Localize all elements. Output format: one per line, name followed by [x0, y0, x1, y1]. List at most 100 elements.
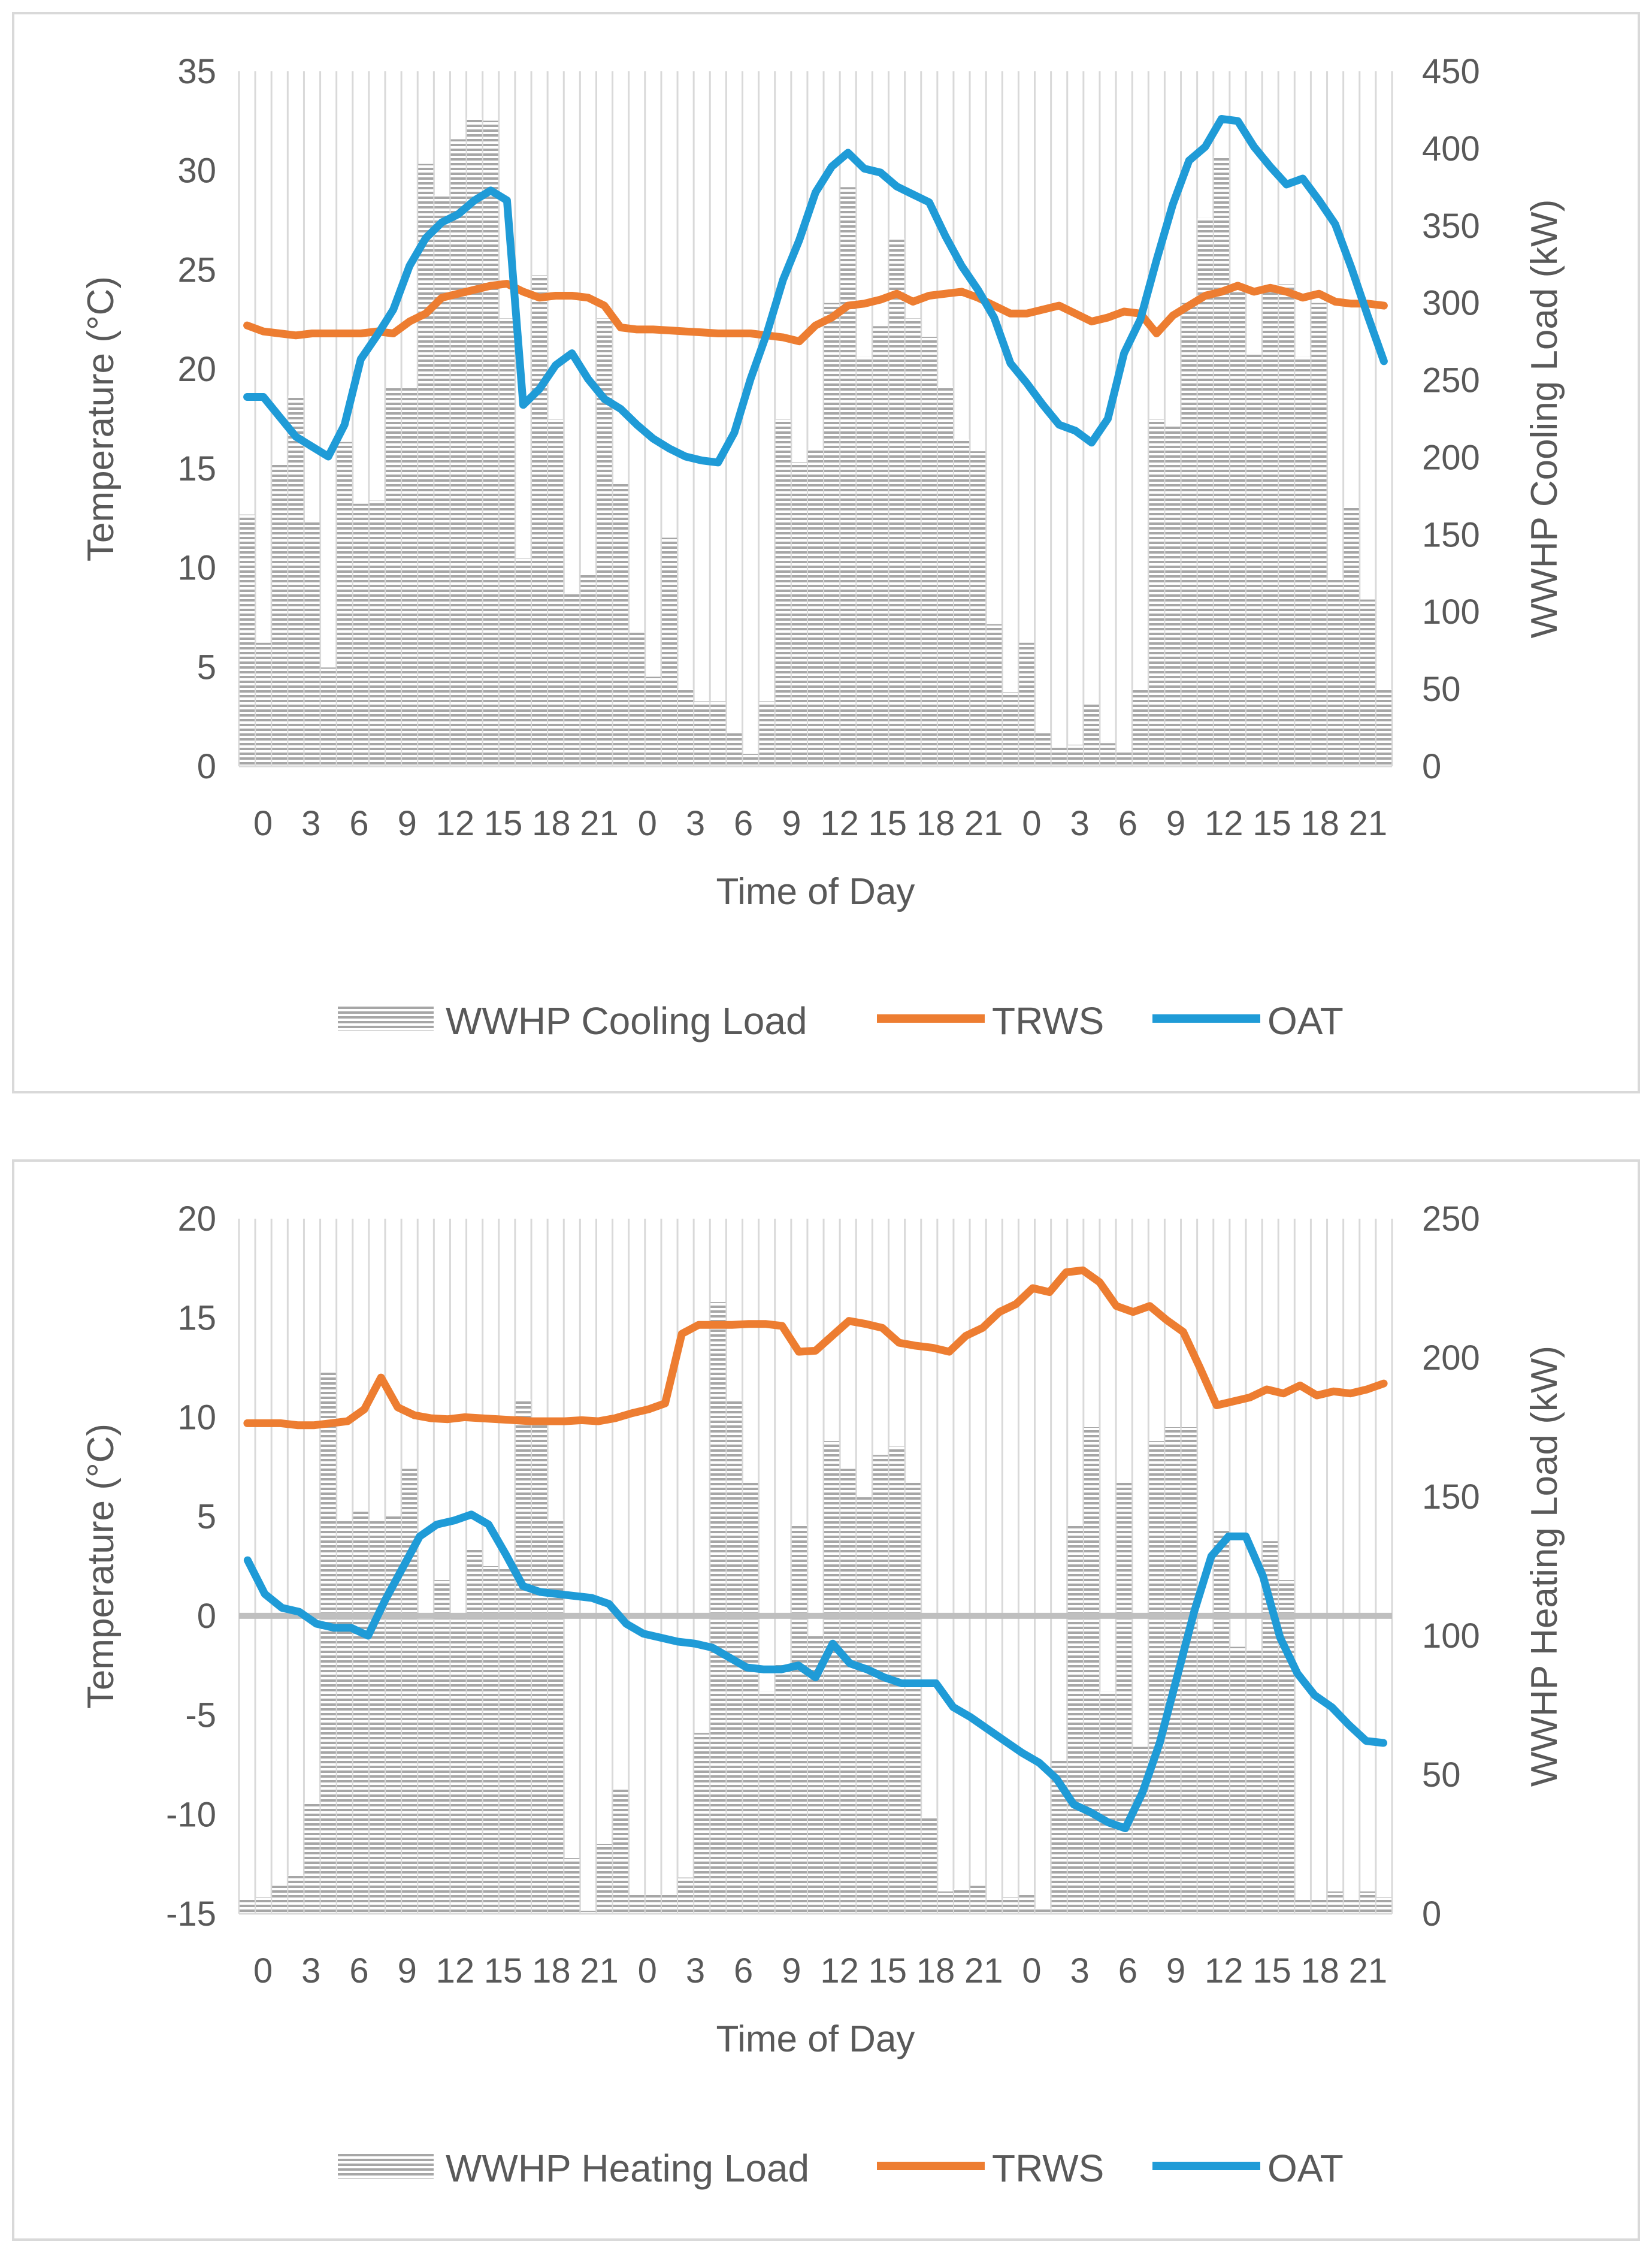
heating-right-tick: 100 [1422, 1617, 1480, 1655]
cooling-right-tick: 150 [1422, 515, 1480, 554]
cooling-x-tick: 9 [782, 804, 801, 843]
heating-bar [369, 1519, 385, 1914]
cooling-bar [1035, 732, 1051, 766]
cooling-bar [1344, 506, 1359, 766]
cooling-x-tick: 18 [916, 804, 955, 843]
heating-bar [320, 1371, 336, 1914]
cooling-bar [386, 388, 401, 766]
cooling-bar [629, 632, 645, 766]
heating-x-tick: 9 [782, 1951, 801, 1990]
heating-x-tick: 9 [1166, 1951, 1185, 1990]
cooling-bar [759, 701, 774, 766]
cooling-right-tick: 200 [1422, 438, 1480, 477]
cooling-bar [1295, 356, 1311, 766]
heating-x-tick: 12 [1205, 1951, 1243, 1990]
cooling-bar [483, 120, 498, 766]
cooling-bar [889, 238, 904, 766]
heating-bar [1149, 1441, 1164, 1914]
heating-bar [840, 1469, 856, 1914]
cooling-bar [661, 537, 677, 766]
heating-bar [1376, 1897, 1391, 1914]
cooling-left-tick: 30 [177, 152, 216, 191]
cooling-bar [1279, 284, 1294, 766]
heating-bar [807, 1636, 824, 1914]
heating-bar [921, 1816, 937, 1914]
heating-bar [1181, 1427, 1197, 1914]
heating-bar [483, 1566, 498, 1914]
heating-bar [1295, 1899, 1311, 1914]
cooling-right-tick: 300 [1422, 284, 1480, 323]
cooling-legend-label-oat: OAT [1267, 999, 1344, 1043]
cooling-bar [678, 689, 694, 766]
cooling-x-tick: 21 [1349, 804, 1388, 843]
heating-bar [1197, 1630, 1213, 1914]
cooling-x-tick: 12 [820, 804, 859, 843]
cooling-bar [954, 439, 970, 766]
cooling-left-tick: 20 [177, 350, 216, 389]
cooling-bar [1181, 303, 1197, 767]
cooling-x-tick: 0 [253, 804, 273, 843]
heating-x-tick: 0 [638, 1951, 657, 1990]
cooling-x-tick: 18 [1300, 804, 1339, 843]
cooling-left-tick: 5 [197, 648, 216, 687]
cooling-bar [450, 139, 466, 766]
cooling-bar [369, 500, 385, 766]
cooling-bar [1165, 426, 1181, 766]
cooling-x-tick: 9 [1166, 804, 1185, 843]
heating-right-tick: 50 [1422, 1756, 1461, 1794]
heating-bar [1117, 1482, 1132, 1914]
cooling-x-axis-title: Time of Day [716, 871, 915, 913]
cooling-bar [1051, 748, 1067, 766]
cooling-legend-label-trws: TRWS [992, 999, 1104, 1043]
heating-bar [1067, 1524, 1083, 1914]
heating-x-axis-title: Time of Day [716, 2019, 915, 2060]
heating-legend-label-oat: OAT [1267, 2147, 1344, 2190]
cooling-x-tick: 6 [734, 804, 753, 843]
cooling-left-tick: 0 [197, 747, 216, 786]
cooling-bar [645, 676, 661, 766]
heating-left-tick: 5 [197, 1497, 216, 1536]
heating-right-tick: 150 [1422, 1478, 1480, 1516]
cooling-x-tick: 21 [964, 804, 1003, 843]
cooling-left-tick: 10 [177, 549, 216, 588]
heating-line-trws [243, 1266, 1388, 1430]
cooling-bar [402, 388, 417, 766]
heating-bar [873, 1455, 888, 1914]
cooling-line-trws [243, 280, 1388, 346]
cooling-bar [694, 701, 710, 766]
cooling-bar [727, 732, 742, 766]
cooling-bar [1376, 689, 1391, 766]
cooling-bar [921, 337, 937, 766]
cooling-bar [304, 522, 320, 766]
heating-bar [694, 1733, 710, 1914]
heating-bar [1311, 1899, 1327, 1914]
heating-x-tick: 21 [964, 1951, 1003, 1990]
cooling-bar [1133, 689, 1148, 766]
cooling-bar [288, 395, 304, 766]
cooling-x-tick: 3 [686, 804, 705, 843]
heating-bar [905, 1482, 921, 1914]
cooling-bar [840, 187, 856, 766]
heating-x-tick: 3 [301, 1951, 320, 1990]
heating-bar [1100, 1691, 1116, 1914]
cooling-bar [434, 195, 450, 766]
heating-y-axis-title-left: Temperature (°C) [80, 1424, 122, 1709]
heating-right-tick: 250 [1422, 1199, 1480, 1238]
cooling-bar [743, 754, 758, 766]
cooling-y-axis-title-right: WWHP Cooling Load (kW) [1524, 200, 1565, 639]
heating-bar [1003, 1897, 1018, 1914]
heating-bar [450, 1613, 466, 1914]
cooling-right-tick: 0 [1422, 747, 1441, 786]
heating-bar [467, 1549, 482, 1914]
heating-bar [1019, 1894, 1034, 1914]
heating-bar [645, 1894, 661, 1914]
cooling-bar [1019, 642, 1034, 766]
cooling-left-tick: 35 [177, 52, 216, 91]
cooling-bar [564, 593, 580, 766]
heating-legend-label-trws: TRWS [992, 2147, 1104, 2190]
heating-left-tick: 10 [177, 1398, 216, 1437]
heating-legend-label-bar: WWHP Heating Load [446, 2147, 809, 2190]
heating-bar [353, 1510, 368, 1914]
cooling-bar [272, 463, 288, 766]
heating-chart-panel: -15 -10 -5 0 5 10 15 20 0 50 100 150 200 250 0 3 6 9 12 15 1… [12, 1159, 1640, 2241]
